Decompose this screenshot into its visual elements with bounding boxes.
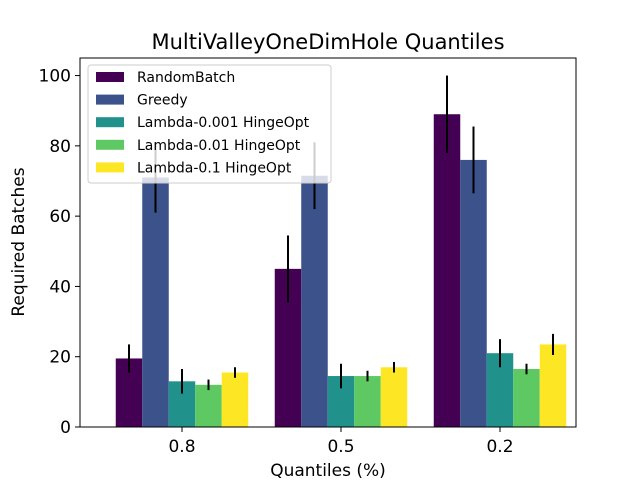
x-tick-label: 0.2 [486,437,513,457]
x-tick-label: 0.5 [327,437,354,457]
y-tick-label: 20 [49,348,71,368]
bar [354,376,381,427]
legend-swatch [96,72,124,82]
legend-entry: RandomBatch [137,70,235,86]
x-tick-label: 0.8 [168,437,195,457]
legend-entry: Lambda-0.1 HingeOpt [137,160,292,176]
legend-swatch [96,162,124,173]
x-axis-label: Quantiles (%) [270,461,386,480]
y-tick-label: 60 [49,207,71,227]
bar [433,114,461,427]
y-tick-label: 80 [49,137,71,157]
bar [301,175,328,427]
legend-swatch [96,117,124,128]
chart-title: MultiValleyOneDimHole Quantiles [151,30,504,54]
bar [380,367,408,427]
legend-entry: Lambda-0.01 HingeOpt [137,138,301,154]
y-axis-label: Required Batches [9,167,29,316]
y-tick-label: 40 [49,277,71,297]
legend-swatch [96,94,124,105]
plot-frame [79,57,577,428]
legend: RandomBatch Greedy Lambda-0.001 HingeOpt La… [87,64,332,184]
bar [513,369,540,427]
bar [460,159,487,427]
y-tick-label: 0 [60,418,71,438]
legend-entry: Lambda-0.001 HingeOpt [137,115,310,131]
legend-entry: Greedy [137,93,188,109]
bar [221,372,249,427]
legend-swatch [96,139,124,150]
legend-box [87,64,332,184]
bar [195,384,222,427]
bar [142,177,169,427]
x-axis: 0.8 0.5 0.2 [168,427,514,457]
bars-layer [115,114,567,427]
y-tick-label: 100 [39,67,71,87]
bar [539,344,567,427]
y-axis: 0 20 40 60 80 100 [39,67,80,438]
